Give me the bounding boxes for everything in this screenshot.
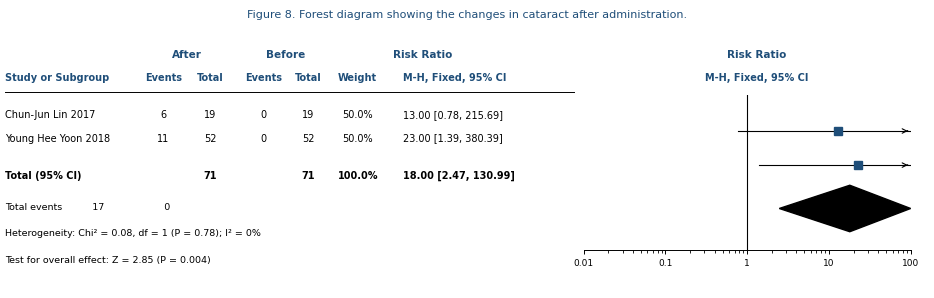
Text: After: After xyxy=(172,49,202,60)
Text: 0: 0 xyxy=(261,110,266,120)
Text: Weight: Weight xyxy=(338,73,377,83)
Text: Test for overall effect: Z = 2.85 (P = 0.004): Test for overall effect: Z = 2.85 (P = 0… xyxy=(5,256,210,265)
Text: Total (95% CI): Total (95% CI) xyxy=(5,171,81,181)
Text: Heterogeneity: Chi² = 0.08, df = 1 (P = 0.78); I² = 0%: Heterogeneity: Chi² = 0.08, df = 1 (P = … xyxy=(5,229,261,238)
Text: 0: 0 xyxy=(261,134,266,144)
Text: Before: Before xyxy=(266,49,305,60)
Text: Young Hee Yoon 2018: Young Hee Yoon 2018 xyxy=(5,134,110,144)
Text: 50.0%: 50.0% xyxy=(343,134,373,144)
Text: Chun-Jun Lin 2017: Chun-Jun Lin 2017 xyxy=(5,110,95,120)
Text: 6: 6 xyxy=(161,110,166,120)
Text: Total: Total xyxy=(295,73,321,83)
Text: 18.00 [2.47, 130.99]: 18.00 [2.47, 130.99] xyxy=(403,171,516,181)
Text: Figure 8. Forest diagram showing the changes in cataract after administration.: Figure 8. Forest diagram showing the cha… xyxy=(247,10,687,21)
Text: 52: 52 xyxy=(302,134,315,144)
Text: M-H, Fixed, 95% CI: M-H, Fixed, 95% CI xyxy=(403,73,507,83)
Text: Risk Ratio: Risk Ratio xyxy=(727,49,786,60)
Text: 13.00 [0.78, 215.69]: 13.00 [0.78, 215.69] xyxy=(403,110,503,120)
Text: 19: 19 xyxy=(204,110,217,120)
Text: 50.0%: 50.0% xyxy=(343,110,373,120)
Text: Risk Ratio: Risk Ratio xyxy=(393,49,452,60)
Text: Total events          17                    0: Total events 17 0 xyxy=(5,203,170,212)
Text: Study or Subgroup: Study or Subgroup xyxy=(5,73,109,83)
Text: Events: Events xyxy=(245,73,282,83)
Text: Events: Events xyxy=(145,73,182,83)
Text: 71: 71 xyxy=(204,171,217,181)
Text: 23.00 [1.39, 380.39]: 23.00 [1.39, 380.39] xyxy=(403,134,503,144)
Text: Total: Total xyxy=(197,73,223,83)
Text: 71: 71 xyxy=(302,171,315,181)
Polygon shape xyxy=(779,185,911,232)
Text: 100.0%: 100.0% xyxy=(337,171,378,181)
Text: 19: 19 xyxy=(302,110,315,120)
Text: 52: 52 xyxy=(204,134,217,144)
Text: 11: 11 xyxy=(157,134,170,144)
Text: M-H, Fixed, 95% CI: M-H, Fixed, 95% CI xyxy=(705,73,808,83)
